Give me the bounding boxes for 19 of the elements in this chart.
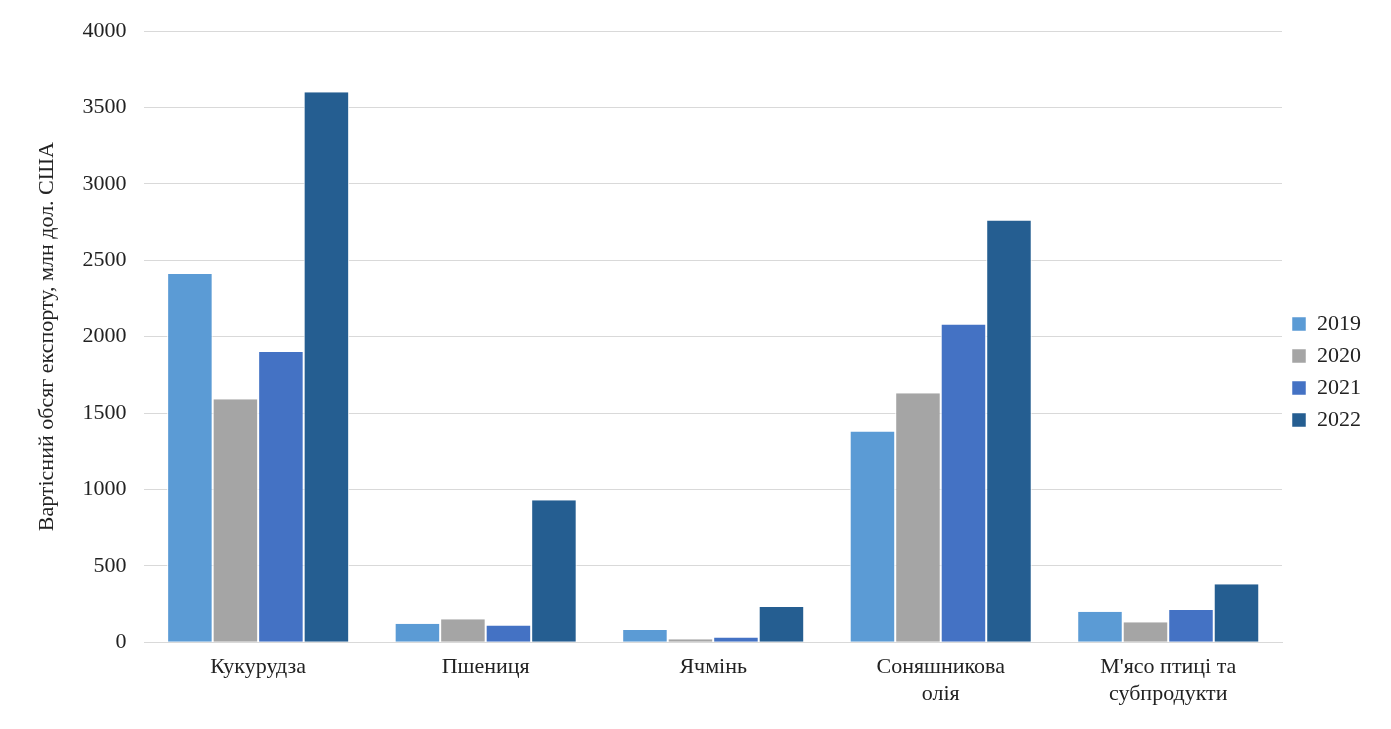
legend-label: 2020 [1317,341,1361,367]
legend-label: 2022 [1317,405,1361,431]
x-tick-label: Кукурудза [210,653,307,679]
y-tick-label: 2500 [82,246,127,272]
y-tick-label: 1500 [82,398,127,424]
y-tick-label: 3000 [82,169,127,195]
y-tick-label: 4000 [82,16,127,42]
legend-label: 2019 [1317,309,1361,335]
y-tick-label: 0 [115,627,127,653]
x-tick-label: Ячмінь [679,653,747,679]
legend-label: 2021 [1317,373,1361,399]
y-axis-title: Вартісний обсяг експорту, млн дол. США [32,142,58,532]
x-tick-label: Соняшникова олія [876,653,1006,705]
y-tick-label: 3500 [82,93,127,119]
y-tick-label: 2000 [82,322,127,348]
x-tick-label: М'ясо птиці та субпродукти [1100,653,1237,705]
y-tick-label: 500 [93,551,127,577]
y-tick-label: 1000 [82,475,127,501]
x-tick-label: Пшениця [441,653,530,679]
